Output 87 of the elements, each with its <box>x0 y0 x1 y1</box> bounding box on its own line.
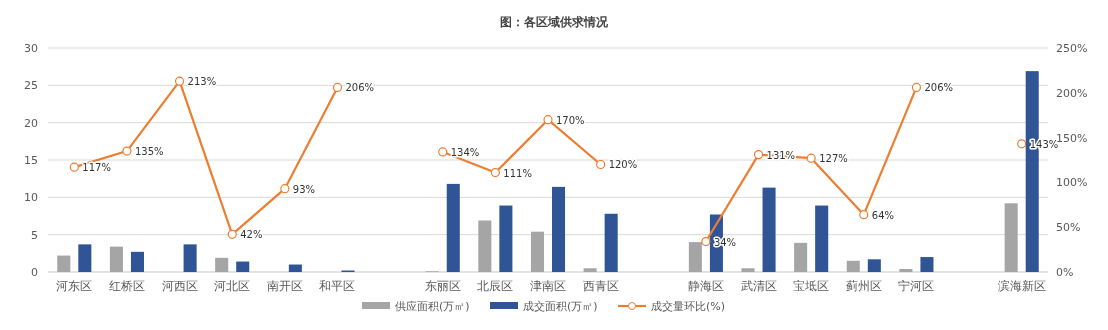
bar <box>1004 203 1018 272</box>
y-tick-label: 25 <box>24 79 38 93</box>
x-tick-label: 静海区 <box>687 279 724 293</box>
y2-tick-label: 200% <box>1056 86 1088 100</box>
data-label: 206% <box>345 82 375 94</box>
point <box>122 146 132 156</box>
point <box>332 82 343 93</box>
x-tick-label: 河东区 <box>56 279 93 293</box>
point <box>1017 139 1027 149</box>
point <box>806 153 816 163</box>
point <box>438 147 448 157</box>
bar <box>815 205 829 272</box>
point <box>227 229 237 239</box>
data-label: 127% <box>819 153 848 165</box>
point <box>596 159 606 170</box>
bar <box>846 260 860 272</box>
y-tick-label: 15 <box>24 154 38 167</box>
y-tick-label: 10 <box>24 191 38 205</box>
y2-tick-label: 250% <box>1056 42 1088 55</box>
bar <box>604 213 618 272</box>
x-tick-label: 东丽区 <box>424 279 461 293</box>
x-tick-label: 宝坻区 <box>793 279 830 293</box>
point <box>490 167 500 178</box>
bar <box>288 264 302 272</box>
data-label: 120% <box>608 159 638 171</box>
data-label: 64% <box>871 209 895 221</box>
bar <box>552 186 566 272</box>
data-label: 135% <box>134 146 164 158</box>
x-tick-label: 北辰区 <box>477 279 514 293</box>
data-label: 170% <box>556 114 585 126</box>
y-tick-label: 5 <box>31 228 38 242</box>
legend-label: 成交量环比(%) <box>651 300 726 313</box>
y-tick-label: 30 <box>24 42 38 55</box>
point <box>280 184 290 194</box>
point <box>69 162 79 172</box>
bar <box>478 220 492 272</box>
x-tick-label: 红桥区 <box>108 279 145 293</box>
bar <box>920 257 934 272</box>
bar <box>78 244 92 272</box>
point <box>701 236 711 247</box>
point <box>543 115 553 125</box>
legend-label: 成交面积(万㎡) <box>523 300 598 313</box>
x-tick-label: 西青区 <box>582 279 619 293</box>
data-label: 117% <box>82 162 111 174</box>
bar <box>499 205 513 272</box>
bar <box>688 242 702 272</box>
x-tick-label: 南开区 <box>266 279 303 293</box>
y2-tick-label: 150% <box>1056 131 1088 145</box>
bar <box>446 183 460 272</box>
bar <box>130 251 144 272</box>
point <box>911 82 922 93</box>
data-label: 134% <box>450 146 480 158</box>
bar <box>57 255 71 272</box>
bar <box>867 259 881 272</box>
bar <box>109 246 123 272</box>
x-tick-label: 宁河区 <box>898 279 935 293</box>
x-tick-label: 滨海新区 <box>997 279 1046 293</box>
data-label: 206% <box>924 82 954 94</box>
point <box>174 76 185 86</box>
data-label: 213% <box>187 76 217 88</box>
bar <box>899 269 913 272</box>
y-tick-label: 0 <box>31 266 38 279</box>
x-tick-label: 武清区 <box>740 279 777 293</box>
bar <box>794 242 808 272</box>
legend-label: 供应面积(万㎡) <box>395 300 470 313</box>
y2-tick-label: 50% <box>1056 221 1081 235</box>
data-label: 93% <box>292 183 316 195</box>
data-label: 111% <box>503 167 532 179</box>
bar <box>762 187 776 272</box>
chart-title: 图：各区域供求情况 <box>500 15 609 29</box>
data-label: 42% <box>240 229 263 241</box>
x-tick-label: 河北区 <box>214 279 251 293</box>
y2-tick-label: 0% <box>1056 266 1074 279</box>
point <box>859 210 869 220</box>
bar <box>530 231 544 272</box>
bar <box>741 268 755 272</box>
y-tick-label: 20 <box>24 116 38 130</box>
bar <box>215 257 229 272</box>
x-tick-label: 和平区 <box>319 279 356 293</box>
bar <box>236 261 250 272</box>
x-tick-label: 蓟州区 <box>845 279 882 293</box>
y2-tick-label: 100% <box>1056 176 1088 190</box>
x-tick-label: 津南区 <box>530 279 566 293</box>
point <box>753 150 764 160</box>
bar <box>583 268 597 272</box>
bar <box>183 244 197 272</box>
x-tick-label: 河西区 <box>161 279 198 293</box>
